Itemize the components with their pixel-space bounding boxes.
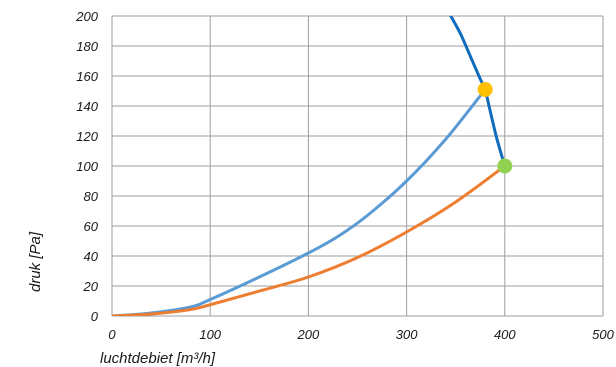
y-tick-label: 180 bbox=[76, 39, 98, 54]
series-line-2 bbox=[112, 164, 507, 316]
x-tick-label: 300 bbox=[396, 327, 418, 342]
y-tick-label: 120 bbox=[76, 129, 98, 144]
y-tick-label: 140 bbox=[76, 99, 98, 114]
series-line-3 bbox=[449, 16, 507, 168]
tick-labels: 0 20 40 60 80 100 120 140 160 180 200 0 100 200 300 400… bbox=[75, 9, 614, 342]
y-tick-label: 20 bbox=[83, 279, 99, 294]
x-tick-label: 400 bbox=[494, 327, 516, 342]
y-tick-label: 100 bbox=[76, 159, 98, 174]
x-tick-label: 0 bbox=[108, 327, 116, 342]
series-line-1 bbox=[112, 88, 487, 316]
y-tick-label: 0 bbox=[91, 309, 99, 324]
y-tick-label: 60 bbox=[84, 219, 99, 234]
y-axis-label: druk [Pa] bbox=[27, 231, 44, 292]
x-tick-label: 100 bbox=[199, 327, 221, 342]
grid bbox=[111, 15, 604, 317]
y-tick-label: 160 bbox=[76, 69, 98, 84]
x-tick-label: 200 bbox=[297, 327, 320, 342]
highlight-points bbox=[477, 82, 513, 174]
operating-point-2 bbox=[497, 158, 513, 174]
operating-point-1 bbox=[477, 82, 493, 97]
y-tick-label: 200 bbox=[75, 9, 98, 24]
x-axis-label: luchtdebiet [m³/h] bbox=[100, 350, 216, 367]
y-tick-label: 80 bbox=[84, 189, 99, 204]
x-tick-label: 500 bbox=[592, 327, 614, 342]
y-tick-label: 40 bbox=[84, 249, 99, 264]
